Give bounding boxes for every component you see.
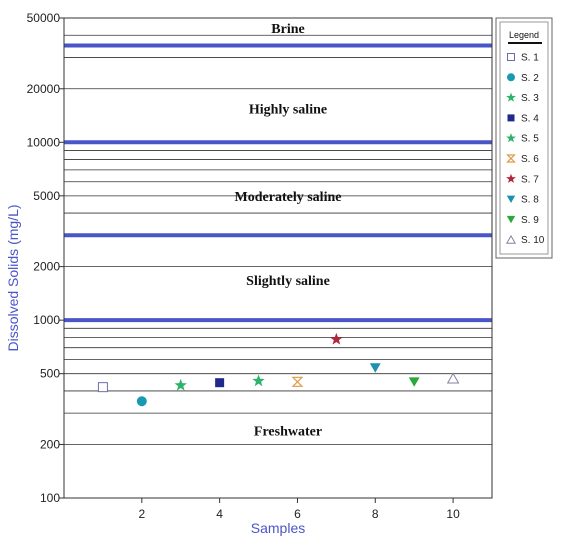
data-point <box>215 378 225 388</box>
plot-frame <box>63 17 493 499</box>
legend-label: S. 2 <box>521 73 539 84</box>
legend-marker <box>506 215 516 224</box>
legend-label: S. 1 <box>521 53 539 64</box>
x-tick-label: 10 <box>446 507 460 521</box>
legend-label: S. 7 <box>521 174 539 185</box>
data-point <box>291 376 304 387</box>
zone-label: Freshwater <box>254 424 322 439</box>
legend-marker <box>506 173 516 183</box>
legend-marker <box>506 154 516 163</box>
y-tick-label: 20000 <box>27 82 61 96</box>
y-tick-label: 10000 <box>27 135 61 149</box>
y-tick-label: 1000 <box>33 313 60 327</box>
y-axis-label: Dissolved Solids (mg/L) <box>5 204 21 351</box>
data-point <box>408 377 420 387</box>
legend-label: S. 4 <box>521 113 539 124</box>
x-axis-label: Samples <box>251 520 305 536</box>
legend-marker <box>507 73 515 82</box>
data-point <box>330 332 343 345</box>
legend-label: S. 8 <box>521 195 539 206</box>
x-axis-ticks: 2 4 6 8 10 <box>138 498 460 521</box>
y-tick-label: 50000 <box>27 11 61 25</box>
data-points <box>97 332 460 407</box>
data-point <box>136 396 147 407</box>
y-axis-ticks: 50000 20000 10000 5000 2000 1000 500 200 100 <box>27 11 64 505</box>
zone-label: Brine <box>271 22 304 37</box>
x-tick-label: 8 <box>372 507 379 521</box>
legend-marker <box>507 114 515 122</box>
data-point <box>446 372 460 384</box>
zone-label: Highly saline <box>249 102 327 117</box>
legend-label: S. 9 <box>521 215 539 226</box>
legend-marker <box>506 195 516 203</box>
legend-marker <box>505 234 517 244</box>
data-point <box>369 363 381 373</box>
legend-marker <box>506 92 516 102</box>
legend-inner-frame <box>499 21 549 255</box>
zone-labels: Brine Highly saline Moderately saline Sligh… <box>235 22 342 440</box>
y-tick-label: 500 <box>40 367 60 381</box>
zone-label: Moderately saline <box>235 190 342 205</box>
legend-label: S. 10 <box>521 235 545 246</box>
classification-lines <box>64 43 492 323</box>
legend-items: S. 1 S. 2 S. 3 S. 4 S. 5 S. 6 S. 7 S. 8 S. 9 S. 1… <box>505 53 545 246</box>
legend-label: S. 3 <box>521 93 539 104</box>
legend: Legend S. 1S. 2S. 3S. 4S. 5S. 6S. 7S. 8S… <box>495 17 553 259</box>
y-tick-label: 100 <box>40 491 60 505</box>
x-tick-label: 6 <box>294 507 301 521</box>
x-tick-label: 2 <box>138 507 145 521</box>
y-tick-label: 2000 <box>33 260 60 274</box>
data-point <box>252 374 265 387</box>
legend-marker <box>506 133 516 143</box>
legend-label: S. 5 <box>521 134 539 145</box>
legend-frame <box>495 17 553 259</box>
y-tick-label: 200 <box>40 437 60 451</box>
legend-title: Legend <box>509 30 539 40</box>
legend-marker <box>507 53 515 61</box>
legend-label: S. 6 <box>521 154 539 165</box>
data-point <box>174 378 187 391</box>
y-tick-label: 5000 <box>33 189 60 203</box>
x-tick-label: 4 <box>216 507 223 521</box>
zone-label: Slightly saline <box>246 274 330 289</box>
data-point <box>97 382 108 393</box>
